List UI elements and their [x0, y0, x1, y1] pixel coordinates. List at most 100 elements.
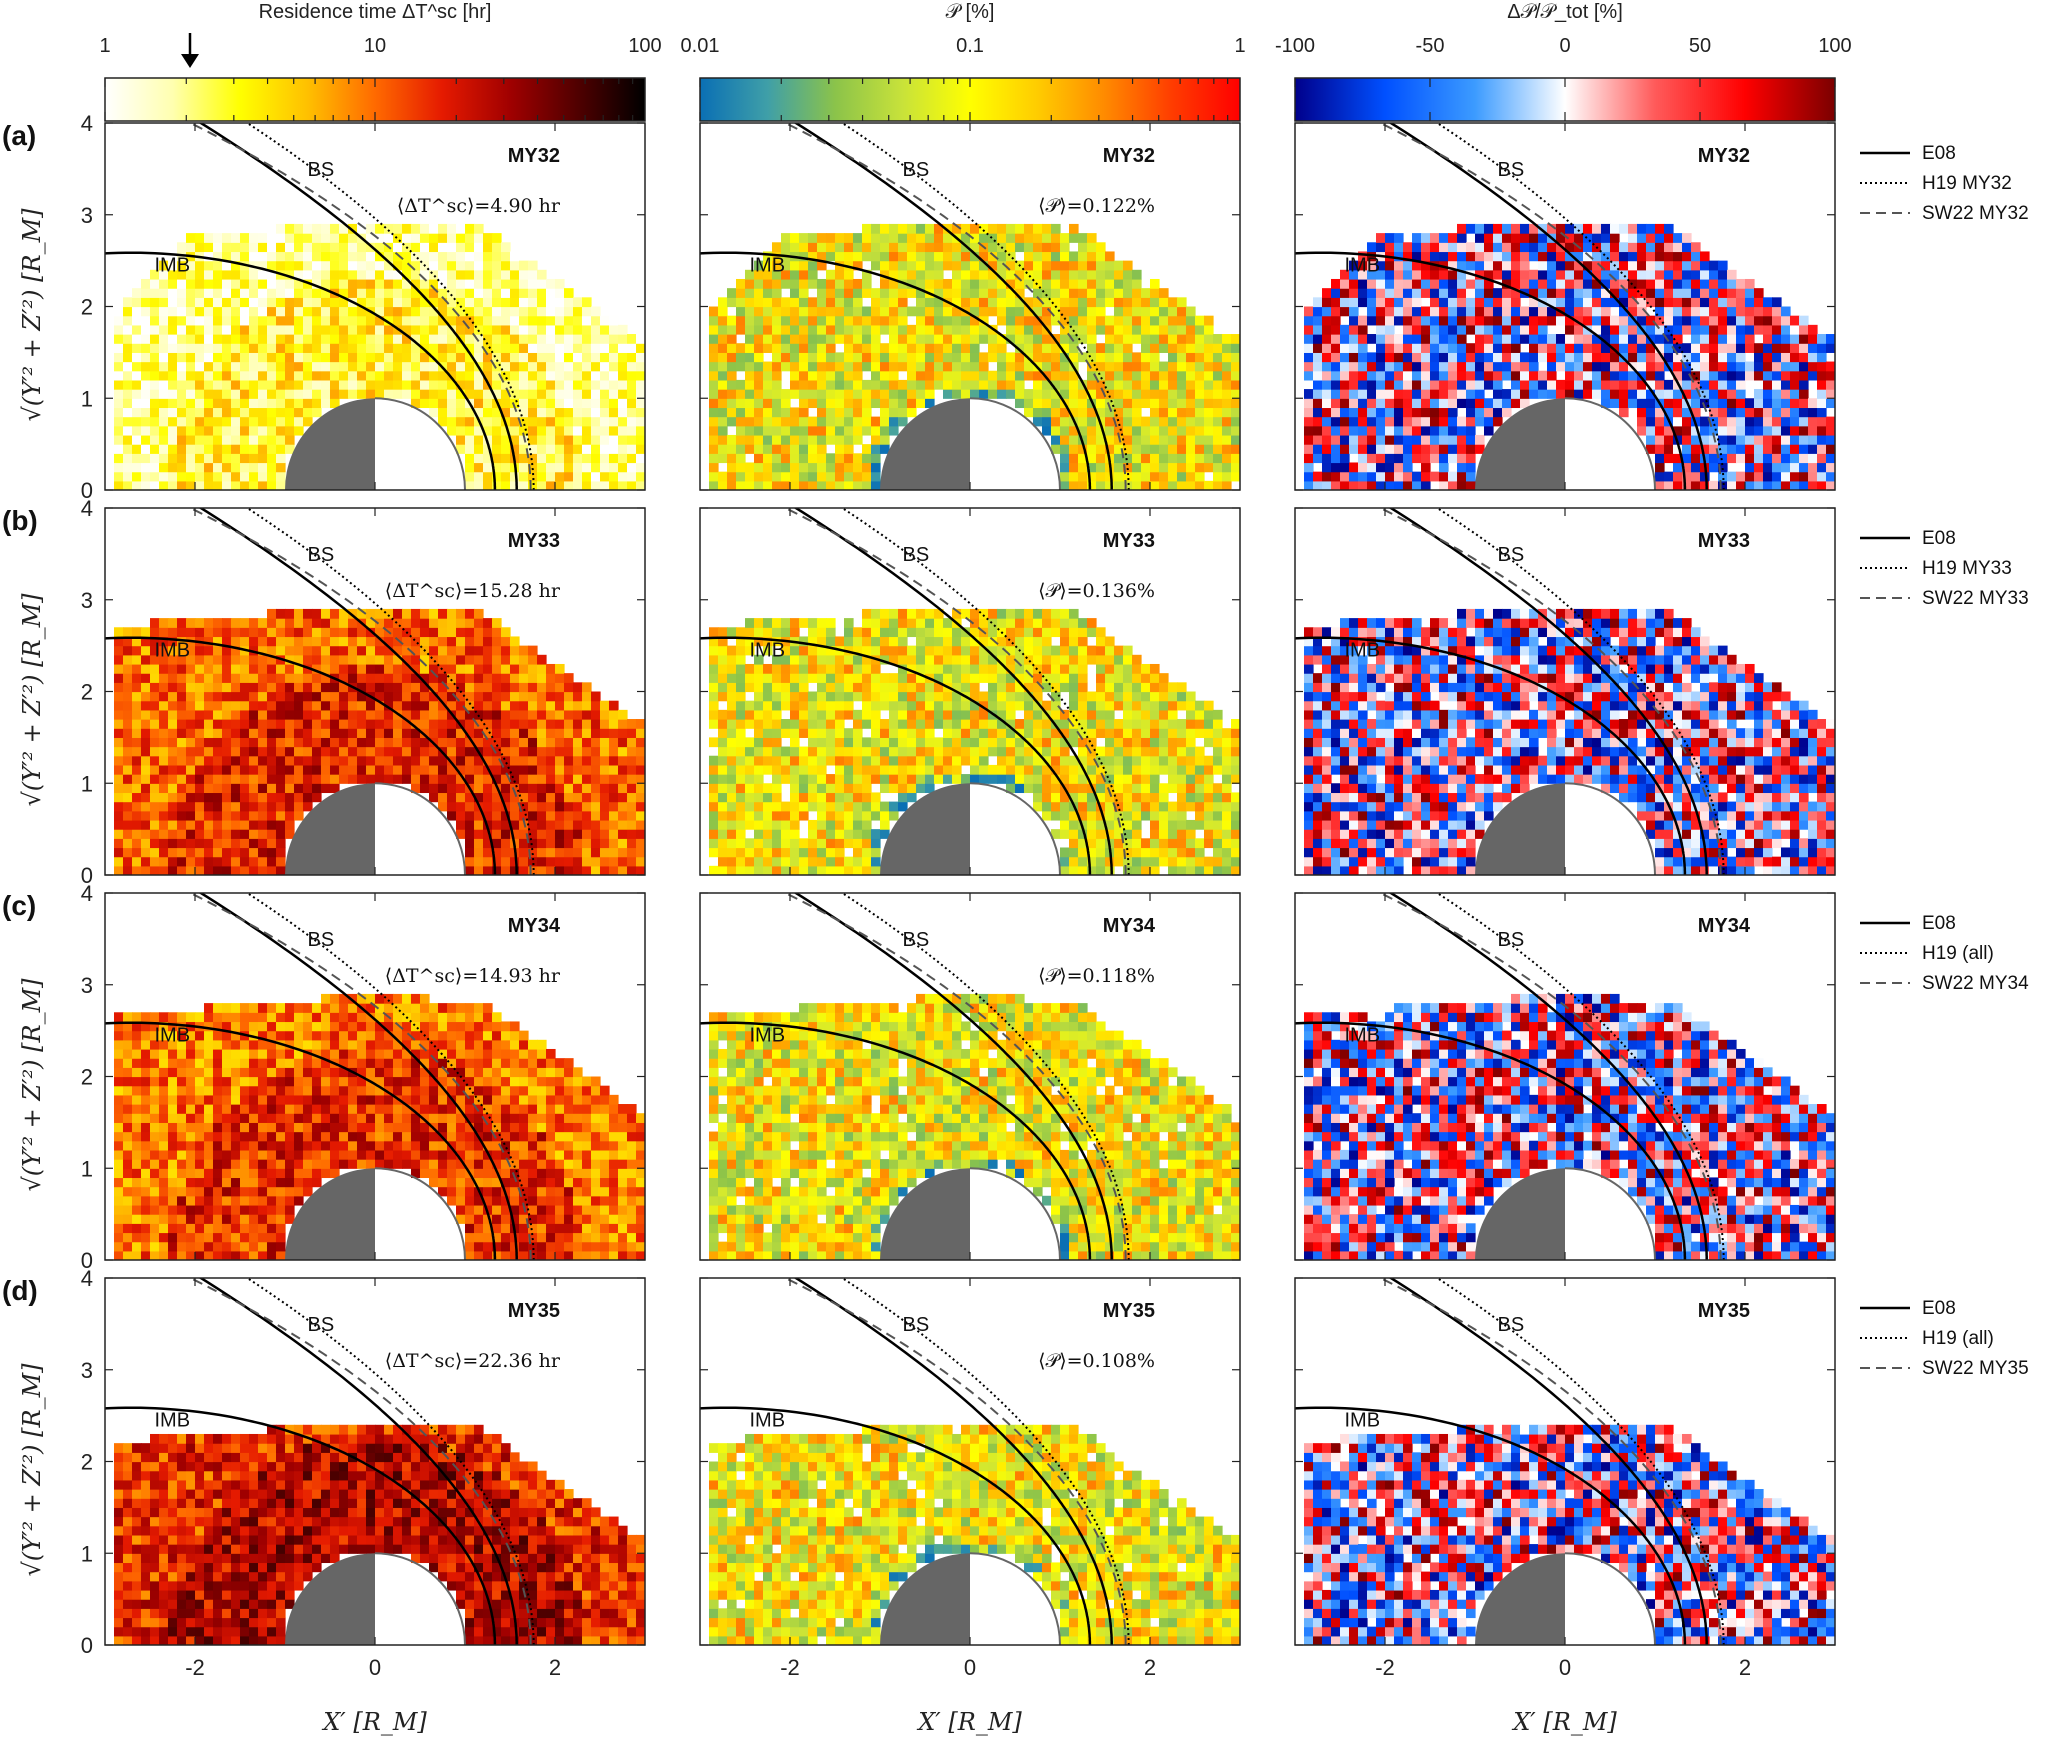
- heatmap-cell: [1799, 416, 1809, 427]
- heatmap-cell: [276, 755, 286, 766]
- heatmap-cell: [1457, 389, 1467, 399]
- heatmap-cell: [718, 398, 728, 409]
- heatmap-cell: [799, 407, 809, 418]
- heatmap-cell: [1385, 361, 1395, 372]
- heatmap-cell: [835, 416, 845, 427]
- heatmap-cell: [294, 251, 304, 262]
- heatmap-cell: [546, 398, 556, 409]
- heatmap-cell: [1024, 260, 1034, 271]
- heatmap-cell: [564, 324, 574, 335]
- heatmap-cell: [249, 829, 259, 839]
- heatmap-cell: [276, 764, 286, 775]
- heatmap-cell: [285, 783, 295, 794]
- heatmap-cell: [862, 416, 872, 427]
- heatmap-cell: [934, 315, 944, 326]
- heatmap-cell: [303, 792, 313, 803]
- heatmap-cell: [357, 334, 367, 344]
- heatmap-cell: [1763, 480, 1773, 490]
- heatmap-cell: [1069, 315, 1079, 326]
- heatmap-cell: [1682, 269, 1692, 280]
- heatmap-cell: [195, 480, 205, 490]
- heatmap-cell: [510, 297, 520, 308]
- heatmap-cell: [258, 728, 268, 738]
- heatmap-cell: [1664, 269, 1674, 280]
- heatmap-cell: [195, 260, 205, 271]
- heatmap-cell: [1592, 315, 1602, 326]
- heatmap-cell: [1087, 242, 1097, 253]
- heatmap-cell: [159, 425, 169, 436]
- heatmap-cell: [1060, 425, 1070, 436]
- heatmap-cell: [1024, 315, 1034, 326]
- heatmap-cell: [1475, 242, 1485, 253]
- heatmap-cell: [339, 324, 349, 335]
- heatmap-cell: [186, 682, 196, 693]
- heatmap-cell: [141, 288, 151, 298]
- heatmap-cell: [276, 324, 286, 335]
- heatmap-cell: [519, 315, 529, 326]
- heatmap-cell: [1340, 269, 1350, 280]
- heatmap-cell: [366, 654, 376, 665]
- heatmap-cell: [600, 334, 610, 344]
- heatmap-cell: [1213, 343, 1223, 353]
- heatmap-cell: [790, 370, 800, 381]
- heatmap-cell: [1376, 444, 1386, 454]
- heatmap-cell: [366, 370, 376, 381]
- heatmap-cell: [357, 223, 367, 234]
- heatmap-cell: [1412, 471, 1422, 482]
- heatmap-cell: [285, 370, 295, 381]
- heatmap-cell: [375, 700, 385, 711]
- heatmap-cell: [1484, 425, 1494, 436]
- heatmap-cell: [510, 407, 520, 418]
- heatmap-cell: [375, 663, 385, 674]
- heatmap-cell: [258, 251, 268, 262]
- heatmap-cell: [961, 324, 971, 335]
- heatmap-cell: [1691, 352, 1701, 363]
- heatmap-cell: [366, 608, 376, 619]
- heatmap-cell: [1204, 361, 1214, 372]
- heatmap-cell: [1790, 361, 1800, 372]
- heatmap-cell: [1691, 324, 1701, 335]
- heatmap-cell: [294, 645, 304, 656]
- cb-tick-probability-1: 1: [1234, 35, 1245, 57]
- heatmap-cell: [1331, 361, 1341, 372]
- heatmap-cell: [844, 379, 854, 390]
- heatmap-cell: [1367, 278, 1377, 289]
- heatmap-cell: [258, 343, 268, 353]
- heatmap-cell: [844, 288, 854, 298]
- heatmap-cell: [808, 306, 818, 317]
- heatmap-cell: [150, 783, 160, 794]
- heatmap-cell: [402, 343, 412, 353]
- heatmap-cell: [195, 618, 205, 628]
- heatmap-cell: [781, 453, 791, 464]
- heatmap-cell: [1331, 306, 1341, 317]
- heatmap-cell: [132, 407, 142, 418]
- heatmap-cell: [123, 480, 133, 490]
- heatmap-cell: [474, 278, 484, 289]
- heatmap-cell: [871, 324, 881, 335]
- heatmap-cell: [1313, 352, 1323, 363]
- heatmap-cell: [519, 444, 529, 454]
- heatmap-cell: [1799, 425, 1809, 436]
- heatmap-cell: [835, 334, 845, 344]
- heatmap-cell: [1331, 288, 1341, 298]
- heatmap-cell: [348, 352, 358, 363]
- heatmap-cell: [114, 444, 124, 454]
- heatmap-cell: [772, 278, 782, 289]
- heatmap-cell: [1709, 288, 1719, 298]
- heatmap-cell: [411, 223, 421, 234]
- heatmap-cell: [1457, 370, 1467, 381]
- heatmap-cell: [303, 719, 313, 729]
- heatmap-cell: [258, 288, 268, 298]
- heatmap-cell: [799, 352, 809, 363]
- heatmap-cell: [1340, 361, 1350, 372]
- heatmap-cell: [1745, 462, 1755, 473]
- heatmap-cell: [573, 306, 583, 317]
- heatmap-cell: [1727, 471, 1737, 482]
- heatmap-cell: [195, 865, 205, 875]
- heatmap-cell: [1051, 352, 1061, 363]
- heatmap-cell: [132, 728, 142, 738]
- heatmap-cell: [907, 334, 917, 344]
- heatmap-cell: [276, 737, 286, 748]
- heatmap-cell: [186, 352, 196, 363]
- heatmap-cell: [1628, 233, 1638, 243]
